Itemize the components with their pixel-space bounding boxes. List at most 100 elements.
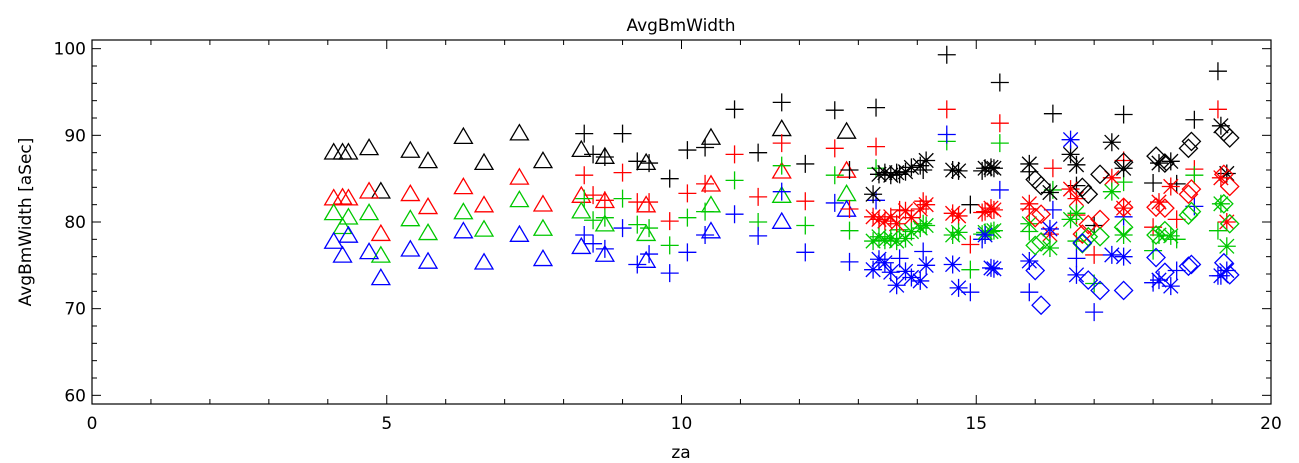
data-point — [678, 141, 697, 160]
data-point — [400, 140, 421, 158]
data-point — [887, 232, 906, 251]
data-point — [509, 224, 530, 242]
data-point — [864, 185, 883, 204]
data-point — [613, 189, 632, 208]
data-point — [1020, 214, 1039, 233]
data-point — [635, 195, 657, 213]
data-point — [1208, 221, 1227, 240]
data-point — [1061, 130, 1080, 149]
data-point — [417, 222, 439, 241]
data-point — [1067, 249, 1086, 268]
data-point — [1154, 153, 1175, 173]
data-point — [678, 243, 697, 262]
data-point — [700, 221, 722, 239]
data-point — [332, 216, 353, 235]
data-point — [902, 208, 921, 227]
data-point — [1061, 180, 1080, 199]
data-point — [911, 219, 930, 238]
data-point — [1061, 145, 1080, 164]
data-point — [796, 154, 815, 173]
data-point — [917, 195, 936, 214]
data-point — [990, 73, 1009, 92]
data-point — [417, 196, 439, 215]
data-point — [1219, 128, 1240, 148]
data-point — [1031, 175, 1052, 196]
data-point — [1040, 239, 1059, 257]
data-point — [984, 200, 1003, 219]
data-point — [640, 154, 659, 173]
data-point — [635, 250, 657, 268]
data-point — [914, 242, 933, 261]
data-point — [725, 145, 744, 164]
data-point — [696, 226, 715, 244]
data-point — [571, 236, 592, 255]
data-point — [902, 222, 921, 241]
data-point — [532, 151, 554, 169]
data-point — [990, 180, 1009, 199]
data-point — [875, 163, 894, 182]
data-point — [949, 223, 968, 242]
data-point — [869, 210, 888, 229]
data-point — [400, 239, 421, 257]
data-point — [678, 184, 697, 203]
x-tick-label: 15 — [965, 414, 987, 434]
data-point — [584, 234, 603, 253]
data-point — [323, 142, 344, 160]
data-point — [825, 139, 844, 158]
data-point — [917, 216, 936, 235]
data-point — [1090, 164, 1110, 185]
data-point — [1208, 62, 1227, 81]
data-point — [943, 161, 962, 179]
data-point — [417, 251, 439, 269]
data-point — [613, 124, 632, 143]
data-point — [1181, 201, 1202, 222]
data-point — [628, 255, 647, 274]
data-point — [595, 191, 614, 210]
data-point — [594, 214, 616, 232]
data-point — [973, 203, 992, 222]
data-point — [1146, 146, 1166, 167]
data-point — [937, 45, 956, 64]
data-point — [911, 200, 930, 218]
data-point — [990, 114, 1009, 133]
data-point — [660, 236, 679, 255]
data-point — [825, 166, 844, 185]
data-point — [771, 161, 792, 179]
data-point — [1154, 198, 1175, 219]
data-point — [584, 211, 603, 230]
data-points — [323, 45, 1240, 322]
data-point — [1078, 184, 1099, 205]
data-point — [571, 139, 592, 158]
data-point — [1040, 219, 1059, 238]
data-point — [1185, 110, 1204, 129]
data-point — [640, 219, 659, 238]
data-point — [640, 245, 659, 264]
data-point — [881, 166, 900, 185]
data-point — [1102, 168, 1121, 187]
data-point — [1067, 189, 1086, 208]
data-point — [749, 143, 768, 162]
data-point — [1113, 152, 1134, 173]
data-point — [1085, 245, 1104, 264]
data-point — [1067, 204, 1086, 223]
chart-title: AvgBmWidth — [626, 16, 735, 36]
data-point — [1154, 262, 1175, 283]
data-point — [1102, 245, 1121, 264]
data-point — [575, 226, 594, 244]
data-point — [1085, 216, 1104, 235]
data-point — [660, 169, 679, 188]
data-point — [1114, 199, 1133, 218]
data-point — [532, 248, 554, 267]
data-point — [881, 263, 900, 282]
data-point — [332, 187, 353, 205]
data-point — [749, 187, 768, 206]
data-point — [864, 207, 883, 226]
data-point — [961, 195, 980, 214]
data-point — [1208, 100, 1227, 119]
data-point — [1217, 237, 1236, 256]
data-point — [1031, 204, 1052, 225]
data-point — [509, 123, 530, 141]
data-point — [961, 235, 980, 254]
y-tick-label: 60 — [64, 386, 86, 406]
data-point — [660, 212, 679, 231]
